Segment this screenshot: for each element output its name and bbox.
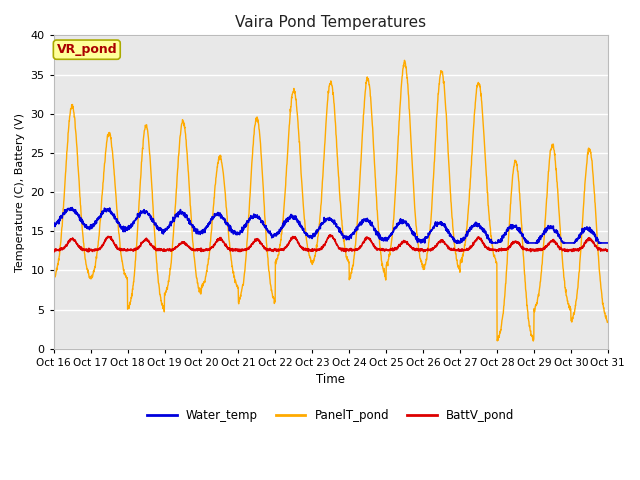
- X-axis label: Time: Time: [316, 373, 345, 386]
- Title: Vaira Pond Temperatures: Vaira Pond Temperatures: [235, 15, 426, 30]
- Legend: Water_temp, PanelT_pond, BattV_pond: Water_temp, PanelT_pond, BattV_pond: [142, 405, 519, 427]
- Text: VR_pond: VR_pond: [56, 43, 117, 56]
- Y-axis label: Temperature (C), Battery (V): Temperature (C), Battery (V): [15, 112, 25, 272]
